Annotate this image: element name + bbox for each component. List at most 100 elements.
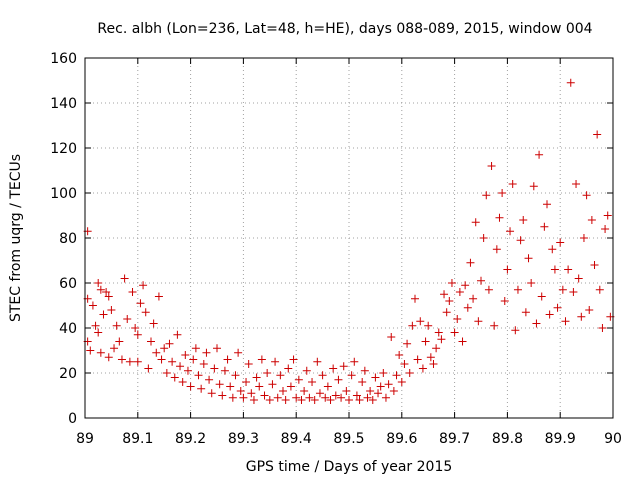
data-point bbox=[268, 380, 277, 389]
data-point bbox=[271, 357, 280, 366]
data-point bbox=[273, 393, 282, 402]
x-tick-label: 89.8 bbox=[492, 431, 523, 447]
data-point bbox=[363, 393, 372, 402]
data-point bbox=[321, 393, 330, 402]
data-point bbox=[445, 297, 454, 305]
data-point bbox=[228, 393, 237, 402]
data-point bbox=[242, 378, 251, 386]
data-point bbox=[498, 189, 507, 197]
data-points bbox=[83, 78, 615, 404]
data-point bbox=[96, 348, 105, 357]
data-point bbox=[302, 366, 311, 375]
data-point bbox=[461, 281, 470, 290]
data-point bbox=[170, 373, 179, 382]
data-point bbox=[96, 285, 105, 294]
data-point bbox=[305, 393, 314, 402]
data-point bbox=[440, 290, 449, 299]
data-point bbox=[527, 279, 536, 287]
data-point bbox=[104, 292, 113, 301]
data-point bbox=[495, 213, 504, 222]
x-tick-label: 89.2 bbox=[175, 431, 206, 447]
data-point bbox=[260, 391, 269, 400]
data-point bbox=[215, 380, 224, 389]
data-point bbox=[387, 333, 396, 341]
data-point bbox=[207, 389, 216, 398]
data-point bbox=[516, 236, 525, 245]
data-point bbox=[133, 357, 142, 366]
x-tick-label: 89.7 bbox=[439, 431, 470, 447]
data-point bbox=[294, 375, 303, 384]
data-point bbox=[231, 371, 240, 380]
data-point bbox=[384, 380, 393, 389]
data-point bbox=[471, 218, 480, 227]
data-point bbox=[593, 130, 602, 139]
data-point bbox=[133, 330, 142, 339]
data-point bbox=[574, 274, 583, 283]
data-point bbox=[205, 375, 214, 384]
data-point bbox=[313, 357, 322, 366]
data-point bbox=[152, 348, 161, 357]
data-point bbox=[429, 360, 438, 368]
data-point bbox=[128, 288, 137, 296]
data-point bbox=[374, 389, 383, 398]
data-point bbox=[120, 274, 129, 283]
data-point bbox=[136, 299, 145, 308]
y-tick-label: 160 bbox=[50, 51, 77, 67]
data-point bbox=[579, 234, 588, 242]
data-point bbox=[434, 328, 443, 337]
chart-title: Rec. albh (Lon=236, Lat=48, h=HE), days … bbox=[97, 21, 592, 37]
data-point bbox=[545, 310, 554, 319]
axis-ticks bbox=[84, 57, 614, 419]
data-point bbox=[289, 355, 298, 364]
data-point bbox=[183, 366, 192, 375]
data-point bbox=[598, 324, 607, 332]
data-point bbox=[450, 328, 459, 337]
y-tick-label: 80 bbox=[59, 231, 77, 247]
data-point bbox=[442, 308, 451, 317]
data-point bbox=[94, 279, 103, 287]
data-point bbox=[479, 234, 488, 242]
y-tick-label: 60 bbox=[59, 276, 77, 292]
data-point bbox=[218, 391, 227, 400]
data-point bbox=[411, 294, 419, 303]
data-point bbox=[389, 387, 398, 395]
data-point bbox=[210, 364, 219, 373]
data-point bbox=[247, 389, 256, 398]
data-point bbox=[160, 344, 169, 353]
data-point bbox=[474, 317, 483, 326]
data-point bbox=[191, 344, 200, 353]
data-point bbox=[339, 362, 348, 371]
data-point bbox=[403, 339, 412, 348]
y-tick-labels: 0 20 40 60 80 100 120 140 160 bbox=[50, 51, 77, 427]
data-point bbox=[276, 371, 285, 380]
x-tick-label: 89.1 bbox=[122, 431, 153, 447]
data-point bbox=[506, 227, 515, 236]
data-point bbox=[569, 288, 578, 296]
data-point bbox=[239, 393, 248, 402]
data-point bbox=[487, 162, 496, 170]
x-tick-labels: 89 89.1 89.2 89.3 89.4 89.5 89.6 89.7 89.8 89.9 90 bbox=[76, 431, 622, 447]
grid-lines bbox=[85, 58, 613, 418]
data-point bbox=[220, 366, 229, 375]
data-point bbox=[601, 225, 610, 233]
data-point bbox=[144, 364, 153, 373]
data-point bbox=[236, 387, 245, 395]
data-point bbox=[492, 245, 501, 254]
data-point bbox=[466, 258, 475, 267]
data-point bbox=[115, 337, 124, 346]
data-point bbox=[561, 317, 570, 326]
data-point bbox=[345, 396, 353, 404]
y-tick-label: 40 bbox=[59, 321, 77, 337]
data-point bbox=[529, 182, 538, 191]
data-point bbox=[426, 353, 435, 362]
data-point bbox=[379, 369, 388, 377]
data-point bbox=[147, 337, 155, 346]
x-tick-label: 89.5 bbox=[333, 431, 364, 447]
data-point bbox=[408, 321, 417, 330]
data-point bbox=[337, 393, 346, 402]
data-point bbox=[566, 78, 575, 87]
data-point bbox=[286, 382, 295, 391]
data-point bbox=[157, 355, 166, 364]
data-point bbox=[537, 292, 546, 301]
data-point bbox=[284, 364, 293, 373]
